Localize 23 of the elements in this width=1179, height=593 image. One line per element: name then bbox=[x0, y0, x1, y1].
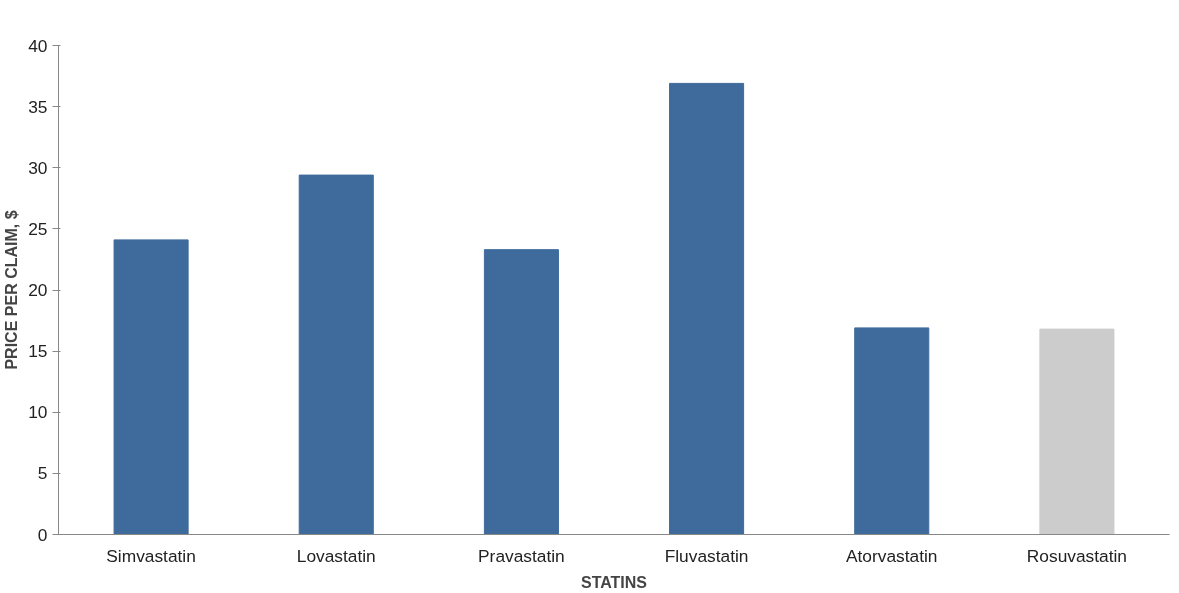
y-axis-title: PRICE PER CLAIM, $ bbox=[3, 210, 21, 370]
x-tick-label: Pravastatin bbox=[478, 545, 565, 566]
y-tick-label: 15 bbox=[28, 341, 48, 362]
y-tick-label: 0 bbox=[37, 524, 48, 545]
x-tick-label: Simvastatin bbox=[106, 545, 196, 566]
bar bbox=[298, 174, 374, 535]
x-tick-label: Atorvastatin bbox=[846, 545, 938, 566]
y-tick-label: 5 bbox=[37, 463, 48, 484]
x-tick-label: Lovastatin bbox=[296, 545, 376, 566]
y-tick-label: 10 bbox=[28, 402, 48, 423]
bar bbox=[113, 239, 189, 535]
bar bbox=[669, 82, 745, 535]
bar bbox=[483, 249, 559, 535]
bar bbox=[1039, 328, 1115, 535]
y-tick-label: 35 bbox=[28, 96, 48, 117]
x-axis-title: STATINS bbox=[580, 573, 648, 591]
bar bbox=[854, 327, 930, 535]
x-tick-label: Fluvastatin bbox=[664, 545, 749, 566]
y-tick-label: 30 bbox=[28, 157, 48, 178]
y-tick-label: 20 bbox=[28, 280, 48, 300]
x-tick-label: Rosuvastatin bbox=[1026, 545, 1127, 566]
y-tick-label: 40 bbox=[28, 35, 48, 56]
y-tick-label: 25 bbox=[28, 218, 48, 239]
